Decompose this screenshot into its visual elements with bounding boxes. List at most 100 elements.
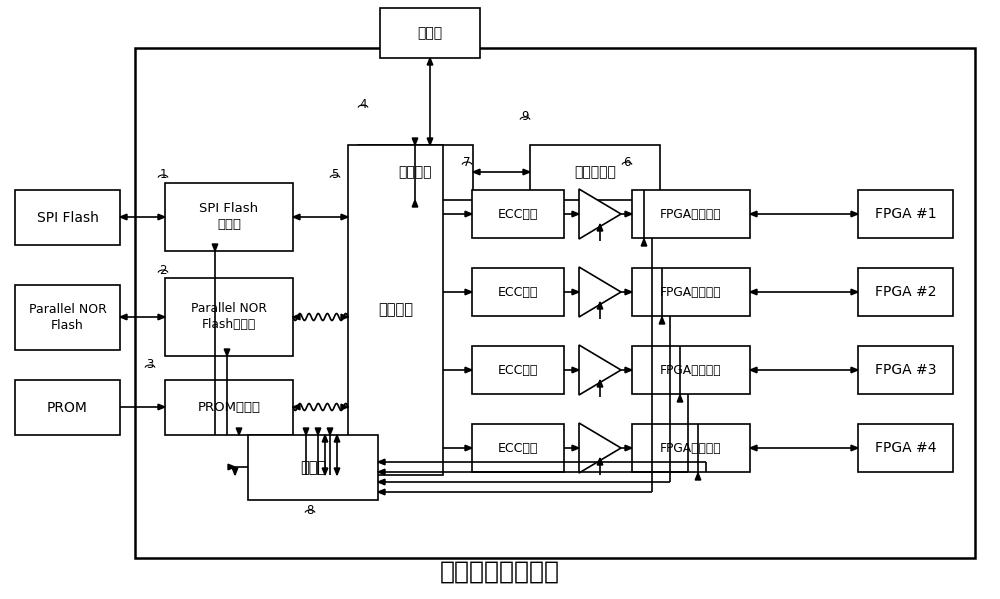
- Text: 6: 6: [623, 156, 631, 168]
- Polygon shape: [473, 169, 480, 175]
- Polygon shape: [465, 211, 472, 217]
- Polygon shape: [579, 267, 621, 317]
- Bar: [472, 190, 564, 238]
- Bar: [858, 190, 953, 238]
- Polygon shape: [120, 214, 127, 220]
- Polygon shape: [378, 489, 385, 495]
- Text: 2: 2: [159, 264, 167, 277]
- Polygon shape: [293, 214, 300, 220]
- Polygon shape: [293, 314, 300, 320]
- Polygon shape: [158, 404, 165, 410]
- Polygon shape: [572, 289, 579, 295]
- Text: PROM: PROM: [47, 401, 88, 415]
- Text: FPGA #3: FPGA #3: [875, 363, 936, 377]
- Polygon shape: [228, 464, 235, 470]
- Text: 8: 8: [306, 504, 314, 516]
- Bar: [858, 346, 953, 394]
- Polygon shape: [378, 479, 385, 485]
- Text: FPGA接口模块: FPGA接口模块: [660, 441, 722, 455]
- Polygon shape: [158, 214, 165, 220]
- Text: PROM控制器: PROM控制器: [198, 401, 260, 414]
- Bar: [632, 346, 750, 394]
- Text: 数据通路: 数据通路: [378, 302, 413, 317]
- Text: FPGA接口模块: FPGA接口模块: [660, 364, 722, 377]
- Polygon shape: [232, 468, 238, 475]
- Polygon shape: [303, 428, 309, 435]
- Polygon shape: [851, 211, 858, 217]
- Bar: [858, 424, 953, 472]
- Polygon shape: [334, 435, 340, 442]
- Polygon shape: [322, 435, 328, 442]
- Text: FPGA接口模块: FPGA接口模块: [660, 286, 722, 298]
- Polygon shape: [750, 445, 757, 451]
- Bar: [348, 145, 443, 475]
- Bar: [858, 268, 953, 316]
- Polygon shape: [158, 314, 165, 320]
- Polygon shape: [378, 469, 385, 475]
- Bar: [472, 268, 564, 316]
- Polygon shape: [579, 423, 621, 473]
- Bar: [632, 190, 750, 238]
- Polygon shape: [427, 138, 433, 145]
- Text: SPI Flash
控制器: SPI Flash 控制器: [199, 202, 259, 231]
- Polygon shape: [579, 345, 621, 395]
- Polygon shape: [572, 445, 579, 451]
- Polygon shape: [315, 428, 321, 435]
- Bar: [15, 380, 120, 435]
- Bar: [472, 424, 564, 472]
- Polygon shape: [341, 404, 348, 410]
- Text: 5: 5: [331, 168, 339, 181]
- Polygon shape: [327, 428, 333, 435]
- Text: 状态机: 状态机: [300, 460, 326, 475]
- Bar: [165, 380, 293, 435]
- Polygon shape: [465, 367, 472, 373]
- Polygon shape: [851, 445, 858, 451]
- Polygon shape: [523, 169, 530, 175]
- Polygon shape: [334, 468, 340, 475]
- Text: Parallel NOR
Flash控制器: Parallel NOR Flash控制器: [191, 302, 267, 331]
- Polygon shape: [659, 317, 665, 324]
- Bar: [15, 285, 120, 350]
- Polygon shape: [236, 428, 242, 435]
- Polygon shape: [572, 367, 579, 373]
- Text: 配置寄存忳: 配置寄存忳: [574, 165, 616, 180]
- Text: FPGA #1: FPGA #1: [875, 207, 936, 221]
- Polygon shape: [677, 395, 683, 402]
- Polygon shape: [465, 445, 472, 451]
- Polygon shape: [212, 244, 218, 251]
- Text: 上位机: 上位机: [417, 26, 443, 40]
- Text: 3: 3: [146, 358, 154, 371]
- Polygon shape: [322, 468, 328, 475]
- Text: ECC译码: ECC译码: [498, 286, 538, 298]
- Polygon shape: [597, 380, 603, 387]
- Polygon shape: [465, 289, 472, 295]
- Text: 1: 1: [159, 168, 167, 181]
- Polygon shape: [597, 302, 603, 309]
- Polygon shape: [750, 211, 757, 217]
- Text: 4: 4: [359, 98, 367, 111]
- Polygon shape: [750, 367, 757, 373]
- Polygon shape: [750, 289, 757, 295]
- Text: FPGA #4: FPGA #4: [875, 441, 936, 455]
- Text: ECC译码: ECC译码: [498, 207, 538, 220]
- Text: FPGA #2: FPGA #2: [875, 285, 936, 299]
- Bar: [380, 8, 480, 58]
- Polygon shape: [412, 138, 418, 145]
- Text: SPI Flash: SPI Flash: [37, 210, 98, 225]
- Polygon shape: [597, 458, 603, 465]
- Polygon shape: [341, 314, 348, 320]
- Bar: [165, 278, 293, 356]
- Bar: [248, 435, 378, 500]
- Bar: [632, 424, 750, 472]
- Polygon shape: [851, 289, 858, 295]
- Polygon shape: [412, 200, 418, 207]
- Polygon shape: [625, 367, 632, 373]
- Polygon shape: [579, 189, 621, 239]
- Polygon shape: [641, 239, 647, 246]
- Text: 9: 9: [521, 110, 529, 123]
- Bar: [632, 268, 750, 316]
- Polygon shape: [120, 314, 127, 320]
- Polygon shape: [341, 214, 348, 220]
- Polygon shape: [625, 445, 632, 451]
- Text: FPGA接口模块: FPGA接口模块: [660, 207, 722, 220]
